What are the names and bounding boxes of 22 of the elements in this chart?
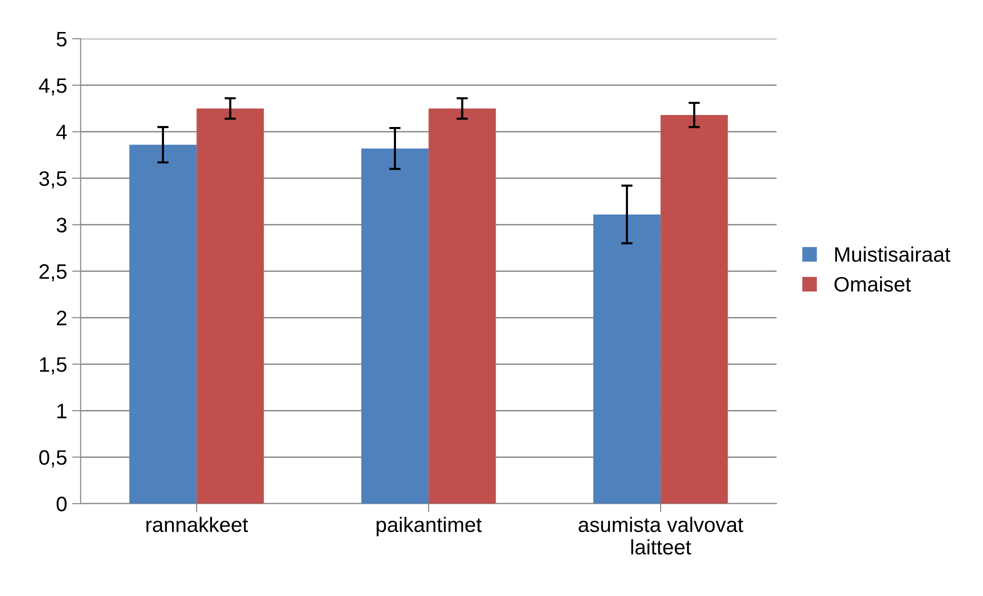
y-tick-label: 1,5 bbox=[40, 357, 67, 374]
y-tick-label: 4,5 bbox=[38, 78, 67, 96]
y-tick-label: 2 bbox=[56, 310, 66, 326]
y-tick-label: 1 bbox=[57, 404, 66, 418]
y-tick-label: 4 bbox=[56, 124, 67, 140]
y-tick-label: 0,5 bbox=[39, 450, 67, 468]
bar bbox=[129, 144, 197, 504]
x-tick-label: paikantimet bbox=[376, 516, 482, 536]
bar bbox=[593, 214, 661, 504]
y-tick-label: 3,5 bbox=[39, 171, 67, 188]
x-tick-label: asumista valvovat laitteet bbox=[578, 516, 744, 555]
bar bbox=[361, 148, 429, 504]
bar bbox=[428, 108, 496, 504]
y-tick-label: 2,5 bbox=[40, 264, 67, 282]
y-tick-label: 0 bbox=[56, 496, 67, 512]
y-tick-label: 3 bbox=[56, 218, 66, 232]
bar bbox=[196, 108, 264, 504]
x-tick-label: rannakkeet bbox=[146, 516, 248, 532]
bar bbox=[660, 114, 728, 504]
legend-label: Omaiset bbox=[834, 276, 911, 292]
legend-label: Muistisairaat bbox=[835, 246, 950, 262]
y-tick-label: 5 bbox=[56, 32, 67, 46]
